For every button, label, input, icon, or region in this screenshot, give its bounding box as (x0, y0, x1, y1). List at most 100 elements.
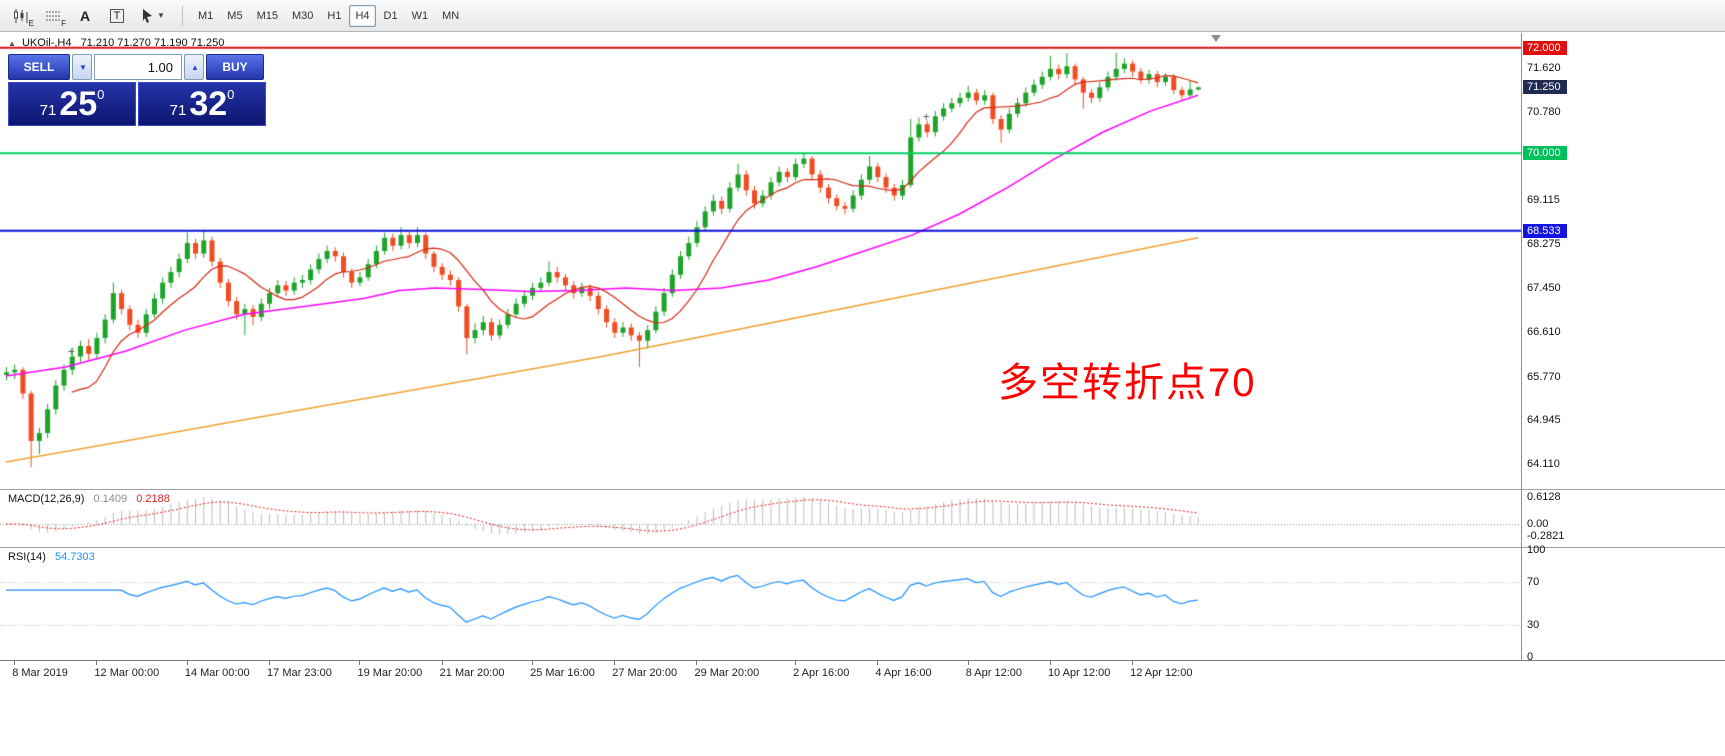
timeframe-button-m15[interactable]: M15 (251, 5, 284, 27)
price-axis-label: 65.770 (1527, 370, 1561, 383)
rsi-axis-label: 100 (1527, 544, 1546, 556)
macd-title: MACD(12,26,9) (8, 493, 85, 505)
chevron-down-icon: ▼ (157, 11, 165, 20)
text-box-tool-button[interactable]: T (102, 3, 132, 29)
volume-input[interactable] (94, 54, 182, 80)
rsi-value: 54.7303 (54, 551, 95, 563)
price-tag-68.533: 68.533 (1523, 223, 1567, 238)
timeframe-button-d1[interactable]: D1 (378, 5, 404, 27)
trade-controls-row: SELL ▼ ▲ BUY (8, 54, 266, 80)
timeframe-button-h4[interactable]: H4 (349, 4, 376, 27)
time-axis-label: 19 Mar 20:00 (357, 667, 423, 679)
time-axis-tick (186, 661, 188, 665)
volume-decrease-button[interactable]: ▼ (72, 54, 92, 80)
caret-down-icon: ▼ (79, 62, 87, 72)
buy-price-fraction: 0 (227, 87, 235, 102)
cursor-icon (143, 9, 153, 23)
caret-up-icon: ▲ (191, 62, 199, 72)
time-axis-label: 21 Mar 20:00 (439, 667, 505, 679)
macd-header: MACD(12,26,9) 0.1409 0.2188 (8, 493, 170, 505)
top-toolbar: E F A T ▼ M1 M5 M15 M30 H1 H4 D1 W1 MN (0, 0, 1725, 32)
text-tool-button[interactable]: A (70, 3, 100, 29)
price-axis-label: 69.115 (1527, 194, 1560, 207)
volume-increase-button[interactable]: ▲ (184, 54, 204, 80)
time-axis-tick (614, 661, 616, 665)
price-tag-71.250: 71.250 (1523, 80, 1567, 95)
rsi-axis-label: 70 (1527, 576, 1540, 589)
price-axis-label: 64.110 (1527, 458, 1560, 471)
price-axis-label: 71.620 (1527, 61, 1561, 74)
rsi-axis-label: 0 (1527, 651, 1534, 663)
text-box-tool-label: T (109, 8, 125, 23)
time-axis-label: 14 Mar 00:00 (184, 667, 250, 679)
sell-button[interactable]: SELL (8, 54, 70, 80)
chart-annotation-text: 多空转折点70 (998, 361, 1257, 405)
time-axis-tick (96, 661, 98, 665)
time-axis-tick (1049, 661, 1051, 665)
time-axis-label: 17 Mar 23:00 (267, 667, 332, 679)
time-axis-tick (532, 661, 534, 665)
symbol-marker-icon: ▲ (8, 39, 16, 48)
chart-shift-marker[interactable] (1211, 35, 1221, 42)
tool-sub-label: F (61, 18, 66, 28)
time-axis-label: 8 Apr 12:00 (965, 667, 1023, 679)
price-axis-label: 66.610 (1527, 326, 1561, 339)
time-axis-label: 2 Apr 16:00 (793, 667, 850, 679)
toolbar-separator (182, 5, 183, 26)
price-tag-70.000: 70.000 (1523, 146, 1567, 161)
symbol-name: UKOil-,H4 (21, 37, 72, 49)
macd-panel-canvas[interactable] (0, 491, 1521, 547)
time-axis-label: 10 Apr 12:00 (1047, 667, 1111, 679)
tool-sub-label: E (28, 18, 34, 28)
time-axis-tick (441, 661, 443, 665)
timeframe-button-m1[interactable]: M1 (192, 5, 219, 27)
time-axis-tick (877, 661, 879, 665)
time-axis-label: 25 Mar 16:00 (530, 667, 595, 679)
trade-prices-row: 71 25 0 71 32 0 (8, 82, 266, 126)
time-axis-label: 29 Mar 20:00 (694, 667, 760, 679)
sell-price-pips: 25 (59, 85, 98, 123)
buy-button[interactable]: BUY (206, 54, 264, 80)
time-axis-label: 12 Mar 00:00 (94, 667, 160, 679)
time-axis-tick (696, 661, 698, 665)
cursor-tool-button[interactable]: ▼ (134, 3, 172, 29)
timeframe-button-h1[interactable]: H1 (321, 5, 347, 27)
buy-price-pips: 32 (189, 85, 228, 123)
macd-main-value: 0.1409 (93, 493, 128, 505)
candlestick-icon (14, 8, 28, 23)
one-click-trading-panel: SELL ▼ ▲ BUY 71 25 0 71 32 0 (8, 54, 266, 126)
macd-axis-label: 0.6128 (1527, 491, 1561, 503)
time-axis-border (0, 660, 1725, 661)
symbol-ohlc-line: ▲ UKOil-,H4 71.210 71.270 71.190 71.250 (8, 37, 224, 49)
sell-price-fraction: 0 (97, 87, 105, 102)
macd-axis-label: -0.2821 (1527, 530, 1565, 543)
timeframe-button-w1[interactable]: W1 (406, 5, 435, 27)
timeframe-button-mn[interactable]: MN (436, 5, 465, 27)
rsi-panel-canvas[interactable] (0, 548, 1521, 659)
macd-axis-label: 0.00 (1527, 518, 1549, 530)
sell-price-display[interactable]: 71 25 0 (8, 82, 136, 126)
buy-price-display[interactable]: 71 32 0 (138, 82, 266, 126)
sell-price-int: 71 (39, 102, 57, 119)
grid-tool-button[interactable]: F (38, 3, 68, 29)
buy-price-int: 71 (169, 102, 187, 119)
chart-area: ▲ UKOil-,H4 71.210 71.270 71.190 71.250 … (0, 32, 1725, 756)
panel-divider[interactable] (0, 547, 1725, 548)
time-axis-tick (14, 661, 16, 665)
panel-divider[interactable] (0, 489, 1725, 490)
price-axis-border[interactable] (1521, 33, 1522, 660)
price-axis-label: 64.945 (1527, 414, 1561, 427)
time-axis-label: 8 Mar 2019 (12, 667, 68, 679)
rsi-title: RSI(14) (8, 551, 46, 563)
time-axis-tick (967, 661, 969, 665)
text-tool-label: A (79, 7, 91, 24)
price-tag-72.000: 72.000 (1523, 40, 1567, 55)
time-axis-tick (1132, 661, 1134, 665)
candlestick-chart-tool-button[interactable]: E (6, 3, 36, 29)
timeframe-button-m5[interactable]: M5 (221, 5, 248, 27)
timeframe-button-m30[interactable]: M30 (286, 5, 319, 27)
time-axis-tick (269, 661, 271, 665)
price-axis-label: 68.275 (1527, 238, 1561, 251)
time-axis-label: 12 Apr 12:00 (1130, 667, 1193, 679)
